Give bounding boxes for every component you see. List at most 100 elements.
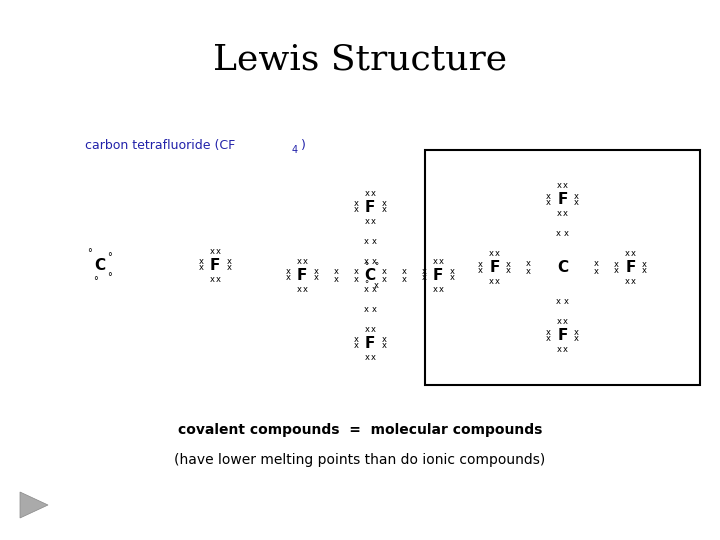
Text: x: x	[574, 198, 579, 207]
Text: °: °	[107, 252, 112, 262]
Text: x: x	[364, 237, 369, 246]
Text: x: x	[364, 305, 369, 314]
Text: x: x	[546, 192, 551, 201]
Text: x: x	[371, 188, 376, 198]
Text: x: x	[546, 334, 551, 343]
Text: F: F	[297, 267, 307, 282]
Text: x: x	[574, 328, 579, 337]
Text: x: x	[382, 274, 387, 284]
Text: x: x	[354, 341, 359, 350]
Text: x: x	[574, 192, 579, 201]
Text: x: x	[594, 259, 599, 268]
Text: x: x	[557, 209, 562, 218]
Text: x: x	[625, 277, 630, 286]
Text: x: x	[313, 273, 318, 282]
Text: x: x	[372, 237, 377, 246]
Text: x: x	[449, 267, 454, 276]
Text: x: x	[354, 335, 359, 345]
Text: x: x	[286, 273, 290, 282]
Text: x: x	[438, 285, 444, 294]
Text: x: x	[557, 345, 562, 354]
Text: F: F	[490, 260, 500, 275]
Text: x: x	[421, 267, 426, 276]
Text: x: x	[421, 273, 426, 282]
Text: x: x	[297, 256, 302, 266]
Text: x: x	[371, 217, 376, 226]
Text: x: x	[382, 341, 387, 350]
Text: x: x	[333, 267, 338, 275]
Text: carbon tetrafluoride (CF: carbon tetrafluoride (CF	[85, 138, 235, 152]
Text: F: F	[365, 335, 375, 350]
Text: x: x	[642, 266, 647, 275]
Text: x: x	[433, 256, 438, 266]
Text: x: x	[364, 285, 369, 294]
Text: x: x	[302, 256, 307, 266]
Text: x: x	[354, 206, 359, 214]
Text: F: F	[210, 258, 220, 273]
Text: x: x	[199, 264, 204, 273]
Text: F: F	[365, 199, 375, 214]
Text: F: F	[433, 267, 444, 282]
Text: x: x	[564, 297, 569, 306]
Text: x: x	[557, 317, 562, 326]
Text: ): )	[301, 138, 306, 152]
Text: x: x	[210, 274, 215, 284]
Text: x: x	[433, 285, 438, 294]
Text: x: x	[402, 267, 407, 275]
Text: x: x	[354, 199, 359, 208]
Text: x: x	[449, 273, 454, 282]
Text: x: x	[382, 335, 387, 345]
Text: x: x	[614, 260, 619, 269]
Text: x: x	[495, 249, 500, 258]
Text: x: x	[382, 267, 387, 275]
Text: F: F	[625, 260, 636, 275]
Text: x: x	[556, 229, 561, 238]
Text: F: F	[557, 328, 567, 343]
Text: 4: 4	[292, 145, 298, 155]
Text: x: x	[227, 258, 232, 267]
Text: x: x	[563, 317, 568, 326]
Text: C: C	[557, 260, 568, 275]
Text: covalent compounds  =  molecular compounds: covalent compounds = molecular compounds	[178, 423, 542, 437]
Text: x: x	[372, 256, 377, 266]
Text: (have lower melting points than do ionic compounds): (have lower melting points than do ionic…	[174, 453, 546, 467]
Text: x: x	[526, 259, 531, 268]
Text: °: °	[364, 280, 368, 289]
Text: x: x	[313, 267, 318, 276]
Text: x: x	[564, 229, 569, 238]
Text: x: x	[364, 353, 369, 361]
Text: x: x	[333, 274, 338, 284]
Text: x: x	[546, 198, 551, 207]
Text: x: x	[495, 277, 500, 286]
Text: x: x	[354, 267, 359, 275]
Text: x: x	[563, 181, 568, 190]
Text: x: x	[371, 353, 376, 361]
Text: x: x	[382, 199, 387, 208]
Text: x: x	[478, 266, 483, 275]
Text: x: x	[297, 285, 302, 294]
Text: x: x	[402, 274, 407, 284]
Text: C: C	[364, 267, 376, 282]
Text: x: x	[364, 325, 369, 334]
Text: x: x	[382, 206, 387, 214]
Text: °: °	[88, 248, 92, 258]
Text: x: x	[526, 267, 531, 276]
Text: x: x	[364, 217, 369, 226]
Text: x: x	[302, 285, 307, 294]
Text: x: x	[286, 267, 290, 276]
Text: x: x	[642, 260, 647, 269]
Text: x: x	[199, 258, 204, 267]
Text: x: x	[210, 246, 215, 255]
Text: x: x	[506, 260, 511, 269]
Text: x: x	[556, 297, 561, 306]
Text: °: °	[364, 262, 368, 272]
Text: F: F	[557, 192, 567, 207]
Text: x: x	[489, 249, 494, 258]
Text: x: x	[563, 209, 568, 218]
Text: x: x	[374, 280, 379, 289]
Text: x: x	[631, 249, 636, 258]
Text: x: x	[478, 260, 483, 269]
Text: x: x	[631, 277, 636, 286]
Text: C: C	[94, 258, 106, 273]
Text: x: x	[227, 264, 232, 273]
